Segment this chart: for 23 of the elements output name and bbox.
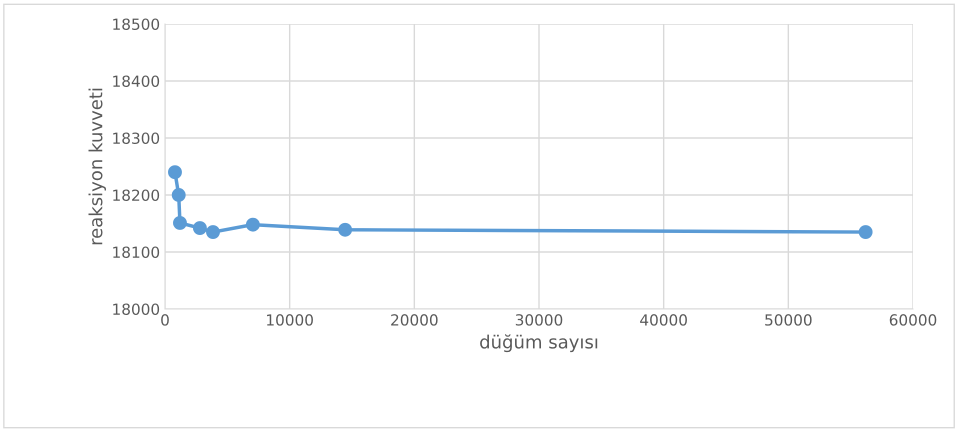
y-tick-label: 18100	[113, 246, 160, 258]
point	[338, 222, 352, 237]
point	[246, 218, 260, 232]
x-tick-label: 60000	[890, 314, 936, 326]
point	[172, 188, 186, 202]
point	[192, 221, 207, 236]
y-axis-title: reaksiyon kuvveti	[88, 88, 106, 244]
x-axis-title: düğüm sayısı	[480, 334, 598, 352]
point	[173, 216, 187, 230]
point	[168, 165, 182, 180]
x-tick-label: 0	[161, 314, 169, 326]
y-tick-label: 18400	[113, 75, 160, 88]
y-tick-label: 18200	[113, 189, 160, 202]
x-tick-label: 50000	[765, 314, 812, 326]
x-tick-label: 30000	[516, 314, 562, 326]
point	[206, 225, 220, 239]
x-tick-label: 20000	[391, 314, 438, 326]
x-tick-label: 40000	[640, 314, 687, 326]
y-tick-label: 18300	[113, 132, 160, 144]
y-tick-label: 18000	[113, 303, 160, 316]
y-tick-label: 18500	[113, 18, 160, 30]
x-tick-label: 10000	[267, 314, 313, 326]
point	[858, 225, 873, 239]
